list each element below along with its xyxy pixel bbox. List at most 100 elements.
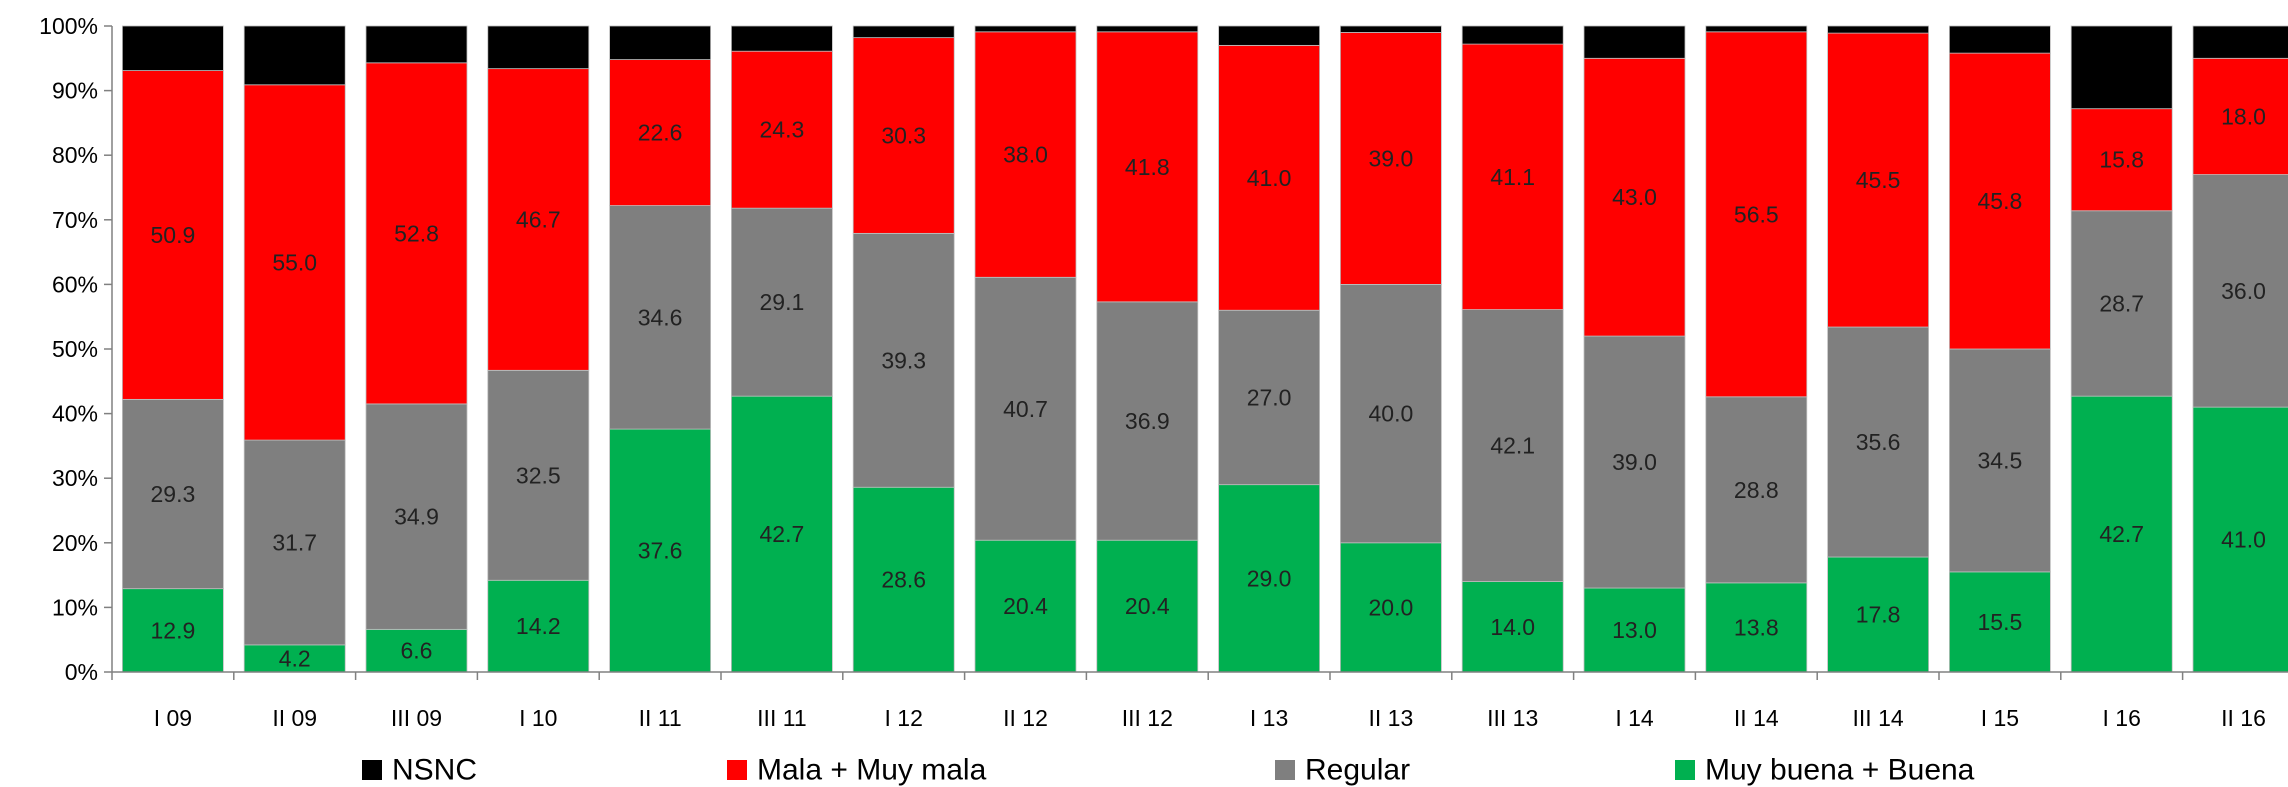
data-label-regular-iii-11: 29.1 [760,289,805,315]
bar-muy-buena-plus-buena-ii-14 [1705,582,1808,673]
data-label-muy-buena-plus-buena-ii-11: 37.6 [638,538,683,564]
data-label-muy-buena-plus-buena-ii-16: 41.0 [2221,527,2266,553]
bar-mala-plus-muy-mala-i-13 [1218,44,1320,311]
bar-regular-i-14 [1583,335,1686,589]
y-tick-label: 20% [52,530,98,556]
bar-mala-plus-muy-mala-ii-16 [2192,57,2288,175]
bar-mala-plus-muy-mala-i-10 [487,68,590,371]
bar-nsnc-ii-13 [1340,25,1442,33]
x-tick-label-ii-11: II 11 [639,705,682,731]
bars-layer [122,25,2288,673]
bar-mala-plus-muy-mala-ii-11 [609,59,711,206]
bar-mala-plus-muy-mala-ii-13 [1340,32,1442,285]
bar-regular-ii-09 [243,439,346,646]
bar-regular-iii-11 [731,207,833,397]
x-tick-label-i-10: I 10 [519,705,557,731]
data-label-muy-buena-plus-buena-i-13: 29.0 [1247,565,1292,591]
bar-nsnc-ii-12 [974,25,1077,33]
x-tick-label-iii-13: III 13 [1487,705,1538,731]
x-tick-label-iii-12: III 12 [1122,705,1173,731]
data-label-regular-ii-13: 40.0 [1369,401,1414,427]
data-label-mala-plus-muy-mala-ii-12: 38.0 [1003,142,1048,168]
bar-nsnc-ii-11 [609,25,711,60]
data-label-regular-ii-16: 36.0 [2221,278,2266,304]
y-tick-label: 30% [52,465,98,491]
data-label-mala-plus-muy-mala-i-13: 41.0 [1247,165,1292,191]
data-label-muy-buena-plus-buena-ii-09: 4.2 [279,645,311,671]
x-tick-label-i-15: I 15 [1981,705,2019,731]
bar-nsnc-i-13 [1218,25,1320,46]
bar-regular-ii-16 [2192,174,2288,408]
bar-nsnc-i-15 [1949,25,2051,54]
data-label-muy-buena-plus-buena-iii-14: 17.8 [1856,602,1901,628]
y-tick-label: 60% [52,271,98,297]
y-tick-label: 80% [52,142,98,168]
data-label-regular-iii-09: 34.9 [394,504,439,530]
data-label-regular-i-16: 28.7 [2099,290,2144,316]
data-label-muy-buena-plus-buena-i-12: 28.6 [881,567,926,593]
data-label-mala-plus-muy-mala-iii-11: 24.3 [760,117,805,143]
data-label-mala-plus-muy-mala-ii-09: 55.0 [272,249,317,275]
data-label-regular-i-10: 32.5 [516,462,561,488]
bar-regular-i-09 [122,398,224,590]
bar-regular-ii-13 [1340,283,1442,544]
data-label-regular-iii-12: 36.9 [1125,408,1170,434]
bar-nsnc-iii-12 [1096,25,1199,33]
data-label-muy-buena-plus-buena-ii-13: 20.0 [1369,594,1414,620]
data-label-mala-plus-muy-mala-iii-13: 41.1 [1490,164,1535,190]
bar-mala-plus-muy-mala-iii-13 [1461,43,1564,311]
bar-nsnc-i-09 [122,25,224,71]
data-label-muy-buena-plus-buena-iii-09: 6.6 [401,638,433,664]
legend-swatch-muy-buena-plus-buena [1675,760,1695,780]
y-tick-label: 100% [39,13,98,39]
data-label-mala-plus-muy-mala-i-16: 15.8 [2099,147,2144,173]
legend-label-regular: Regular [1305,754,1410,787]
bar-regular-i-10 [487,369,590,581]
bar-muy-buena-plus-buena-i-15 [1949,571,2051,673]
data-label-regular-iii-14: 35.6 [1856,429,1901,455]
bar-muy-buena-plus-buena-iii-11 [731,395,833,673]
bar-muy-buena-plus-buena-i-12 [852,486,955,673]
bar-regular-i-12 [852,232,955,488]
x-tick-label-ii-16: II 16 [2221,705,2266,731]
bar-mala-plus-muy-mala-iii-11 [731,50,833,209]
bar-nsnc-ii-14 [1705,25,1808,33]
data-label-mala-plus-muy-mala-ii-14: 56.5 [1734,201,1779,227]
data-label-regular-ii-11: 34.6 [638,304,683,330]
y-tick-label: 10% [52,594,98,620]
legend-swatch-regular [1275,760,1295,780]
bar-regular-iii-12 [1096,301,1199,541]
bar-mala-plus-muy-mala-ii-09 [243,84,346,441]
legend-swatch-mala-plus-muy-mala [727,760,747,780]
data-label-muy-buena-plus-buena-iii-12: 20.4 [1125,593,1170,619]
bar-muy-buena-plus-buena-i-14 [1583,587,1686,673]
axes-layer: 0% 10% 20% 30% 40% 50% 60% 70% 80% 90% 100% I 09 II … [39,13,2288,731]
x-tick-label-ii-12: II 12 [1003,705,1048,731]
data-label-regular-i-15: 34.5 [1978,447,2023,473]
data-label-mala-plus-muy-mala-ii-16: 18.0 [2221,103,2266,129]
legend-swatch-nsnc [362,760,382,780]
bar-regular-i-13 [1218,309,1320,486]
data-labels-layer: 12.9 29.3 50.9 4.2 31.7 55.0 6.6 34.9 52.8 14.2 32… [151,103,2266,671]
bar-nsnc-ii-09 [243,25,346,86]
y-tick-label: 50% [52,336,98,362]
data-label-muy-buena-plus-buena-i-15: 15.5 [1978,609,2023,635]
data-label-regular-i-13: 27.0 [1247,384,1292,410]
bar-nsnc-iii-11 [731,25,833,52]
bar-mala-plus-muy-mala-ii-14 [1705,31,1808,398]
data-label-muy-buena-plus-buena-iii-11: 42.7 [760,521,805,547]
bar-muy-buena-plus-buena-iii-12 [1096,539,1199,673]
legend-item-regular: Regular [1275,754,1410,787]
x-tick-label-i-16: I 16 [2103,705,2141,731]
data-label-mala-plus-muy-mala-iii-09: 52.8 [394,220,439,246]
bar-nsnc-iii-13 [1461,25,1564,45]
x-tick-label-ii-14: II 14 [1734,705,1779,731]
bar-nsnc-i-12 [852,25,955,39]
x-tick-label-iii-11: III 11 [757,705,806,731]
bar-mala-plus-muy-mala-i-12 [852,37,955,234]
bar-regular-iii-09 [365,403,468,630]
y-tick-label: 40% [52,401,98,427]
data-label-muy-buena-plus-buena-i-16: 42.7 [2099,521,2144,547]
bar-mala-plus-muy-mala-iii-09 [365,62,468,405]
